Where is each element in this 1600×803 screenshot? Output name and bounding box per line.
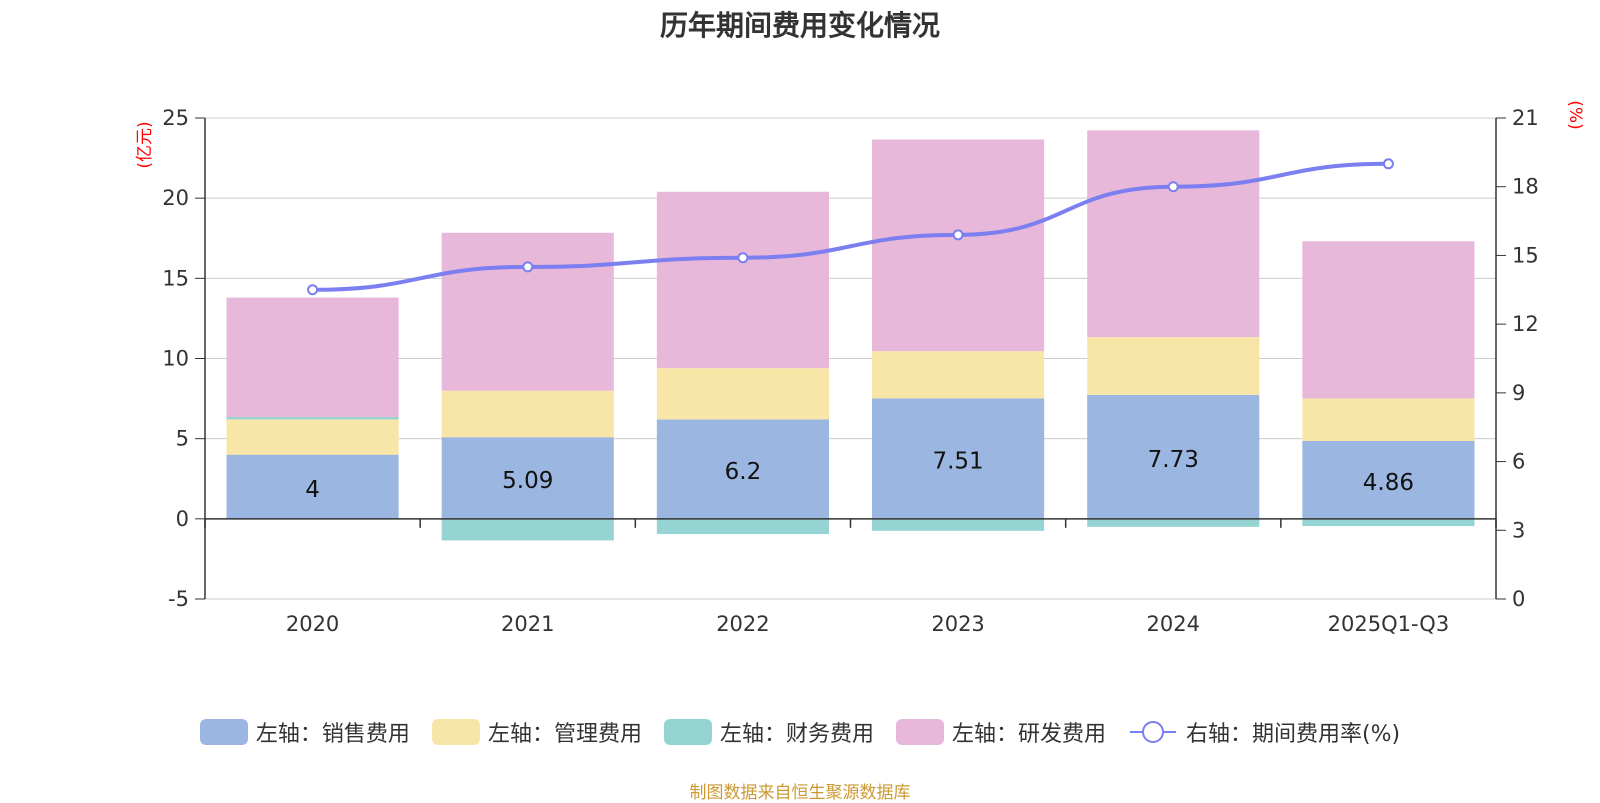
right-axis-unit: (%)	[1565, 100, 1585, 129]
bar-segment	[1302, 398, 1475, 441]
rate-point	[307, 284, 319, 296]
right-tick-label: 9	[1512, 381, 1525, 405]
right-tick-label: 0	[1512, 587, 1525, 611]
left-tick-label: 20	[162, 186, 189, 210]
right-tick-label: 18	[1512, 175, 1539, 199]
legend-swatch	[431, 719, 480, 745]
legend-item[interactable]: 左轴：管理费用	[431, 716, 642, 748]
rate-point	[737, 252, 749, 264]
left-tick-label: 10	[162, 347, 189, 371]
legend-item[interactable]: 右轴：期间费用率(%)	[1128, 716, 1400, 748]
bar-segment	[656, 368, 829, 420]
rate-point	[1167, 181, 1179, 193]
legend-label: 左轴：销售费用	[255, 722, 410, 747]
bar-segment	[441, 518, 614, 541]
bar-segment	[226, 417, 399, 420]
legend-swatch	[895, 719, 944, 745]
bar-segment	[656, 191, 829, 369]
rate-point	[1382, 158, 1394, 170]
bar-layer	[226, 130, 1475, 541]
legend-label: 右轴：期间费用率(%)	[1185, 722, 1401, 747]
right-tick-label: 3	[1512, 518, 1525, 542]
bar-segment	[1087, 337, 1260, 395]
legend-item[interactable]: 左轴：研发费用	[895, 716, 1106, 748]
bar-segment	[441, 232, 614, 391]
legend-item[interactable]: 左轴：销售费用	[199, 716, 410, 748]
bar-value-label: 5.09	[502, 468, 553, 494]
legend-label: 左轴：财务费用	[719, 722, 874, 747]
bar-segment	[1302, 440, 1475, 519]
x-category-label: 2021	[501, 612, 554, 636]
rate-line	[312, 161, 1389, 292]
bar-segment	[1087, 394, 1260, 519]
bar-segment	[226, 297, 399, 418]
bar-segment	[872, 139, 1045, 352]
bar-segment	[226, 419, 399, 455]
legend-label: 左轴：研发费用	[951, 722, 1106, 747]
bar-segment	[226, 454, 399, 519]
legend-label: 左轴：管理费用	[487, 722, 642, 747]
bar-segment	[656, 419, 829, 519]
legend-item[interactable]: 左轴：财务费用	[663, 716, 874, 748]
bar-segment	[656, 518, 829, 535]
left-tick-label: 25	[162, 106, 189, 130]
left-tick-label: 15	[162, 266, 189, 290]
legend-line-marker	[1129, 721, 1176, 743]
legend: 左轴：销售费用 左轴：管理费用 左轴：财务费用 左轴：研发费用 右轴：期间费用率(%)	[0, 716, 1600, 748]
bar-value-label: 4.86	[1363, 470, 1414, 496]
right-tick-label: 6	[1512, 450, 1525, 474]
chart-title: 历年期间费用变化情况	[659, 9, 940, 42]
bar-segment	[1087, 130, 1260, 338]
right-tick-label: 12	[1512, 312, 1539, 336]
x-category-label: 2020	[286, 612, 339, 636]
right-tick-label: 15	[1512, 243, 1539, 267]
legend-swatch	[663, 719, 712, 745]
bar-segment	[872, 351, 1045, 399]
left-tick-label: -5	[168, 587, 189, 611]
x-category-label: 2022	[716, 612, 769, 636]
bar-value-label: 4	[305, 477, 320, 503]
bar-segment	[872, 398, 1045, 519]
right-tick-label: 21	[1512, 106, 1539, 130]
bar-segment	[441, 437, 614, 519]
bar-segment	[1302, 241, 1475, 399]
left-tick-label: 0	[176, 507, 189, 531]
left-axis-unit: (亿元)	[135, 121, 155, 168]
bar-value-label: 7.73	[1148, 447, 1199, 473]
bar-segment	[1302, 518, 1475, 527]
bar-segment	[441, 390, 614, 438]
x-category-label: 2023	[931, 612, 984, 636]
x-category-label: 2024	[1147, 612, 1200, 636]
data-labels: 4 5.09 6.2 7.51 7.73 4.86	[305, 447, 1414, 503]
rate-point	[522, 261, 534, 273]
bar-segment	[872, 518, 1045, 531]
bar-value-label: 7.51	[932, 449, 983, 475]
x-category-label: 2025Q1-Q3	[1328, 612, 1450, 636]
axes: -5 0 5 10 15 20 25 0 3 6 9 12 15 18 21 (亿元) (%) 2020 2021 2…	[135, 100, 1585, 636]
rate-point	[952, 229, 964, 241]
bar-segment	[1087, 518, 1260, 527]
bar-value-label: 6.2	[725, 459, 762, 485]
rate-line-layer	[307, 158, 1394, 296]
source-note: 制图数据来自恒生聚源数据库	[689, 783, 911, 803]
left-tick-label: 5	[176, 427, 189, 451]
legend-swatch	[199, 719, 248, 745]
